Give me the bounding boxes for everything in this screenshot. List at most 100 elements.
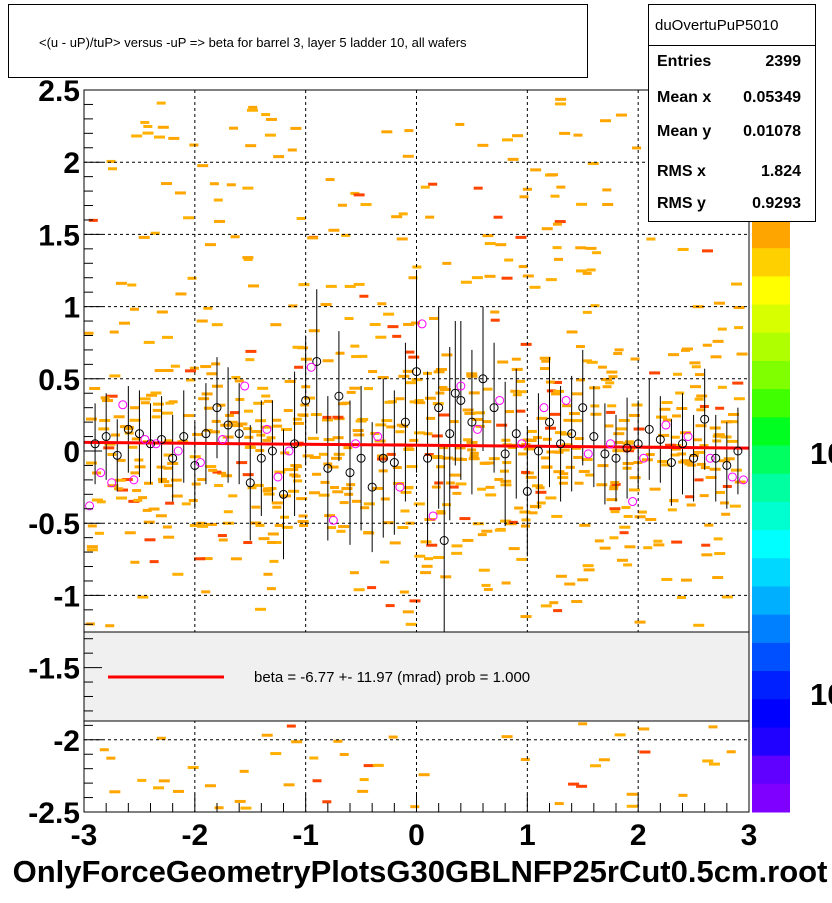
histogram-cell [307, 236, 319, 240]
profile-point-black [234, 429, 244, 439]
histogram-cell [514, 506, 524, 510]
histogram-cell [309, 756, 319, 760]
histogram-cell [501, 581, 511, 585]
palette-cell [752, 220, 790, 249]
histogram-cell [436, 465, 446, 469]
histogram-cell [114, 478, 126, 482]
histogram-cell [156, 465, 166, 469]
histogram-cell [554, 257, 564, 261]
profile-point-black [578, 403, 588, 413]
histogram-cell [490, 310, 500, 314]
histogram-cell [478, 568, 490, 572]
histogram-cell [165, 401, 175, 405]
histogram-cell [350, 344, 360, 348]
histogram-cell [129, 406, 139, 410]
histogram-cell [564, 582, 576, 586]
profile-point-black [356, 453, 366, 463]
histogram-cell [546, 389, 556, 393]
histogram-cell [274, 470, 286, 474]
histogram-cell [598, 758, 610, 762]
histogram-cell [143, 125, 153, 129]
histogram-cell [247, 486, 257, 490]
histogram-cell [438, 413, 450, 417]
histogram-cell [574, 481, 584, 485]
profile-point-black [500, 449, 510, 459]
histogram-cell [161, 182, 173, 186]
histogram-cell [712, 576, 724, 580]
histogram-cell [596, 483, 608, 487]
palette-cell [752, 389, 790, 418]
histogram-cell [414, 554, 426, 558]
histogram-cell [736, 352, 748, 356]
histogram-cell [260, 425, 272, 429]
histogram-cell [371, 486, 383, 490]
histogram-cell [696, 462, 706, 466]
histogram-cell [551, 392, 561, 396]
histogram-cell [398, 374, 410, 378]
histogram-cell [109, 374, 121, 378]
stat-key: RMS y [657, 195, 706, 212]
histogram-cell [618, 418, 630, 422]
histogram-cell [404, 486, 414, 490]
histogram-cell [500, 483, 512, 487]
histogram-cell [451, 551, 463, 555]
histogram-cell [605, 381, 615, 385]
histogram-cell [575, 345, 585, 349]
histogram-cell [671, 447, 681, 451]
histogram-cell [341, 401, 351, 405]
histogram-cell [541, 465, 553, 469]
histogram-cell [481, 583, 491, 587]
palette-cell [752, 473, 790, 503]
histogram-cell [339, 501, 349, 505]
histogram-cell [124, 426, 134, 430]
histogram-cell [302, 454, 314, 458]
histogram-cell [571, 419, 583, 423]
profile-point-black [179, 432, 189, 442]
profile-point-black [511, 429, 521, 439]
histogram-cell [395, 430, 405, 434]
profile-point-magenta [428, 511, 438, 521]
histogram-cell [493, 215, 503, 219]
histogram-cell [364, 387, 374, 391]
histogram-cell [389, 541, 401, 545]
histogram-cell [628, 488, 640, 492]
histogram-cell [705, 475, 717, 479]
histogram-cell [154, 369, 164, 373]
histogram-cell [670, 435, 680, 439]
histogram-cell [573, 133, 583, 137]
histogram-cell [269, 559, 279, 563]
histogram-cell [545, 380, 555, 384]
histogram-cell [309, 491, 321, 495]
histogram-cell [191, 482, 201, 486]
profile-point-black [290, 439, 300, 449]
histogram-cell [614, 348, 624, 352]
histogram-cell [515, 235, 527, 239]
histogram-cell [613, 432, 625, 436]
histogram-cell [98, 427, 110, 431]
histogram-cell [576, 784, 588, 788]
histogram-cell [291, 740, 303, 744]
histogram-cell [113, 415, 125, 419]
y-tick-label: -1 [53, 580, 80, 613]
histogram-cell [497, 360, 509, 364]
profile-point-black [700, 414, 710, 424]
histogram-cell [501, 735, 513, 739]
histogram-cell [170, 364, 180, 368]
histogram-cell [387, 325, 399, 329]
histogram-cell [200, 365, 212, 369]
profile-point-black [450, 388, 460, 398]
histogram-cell [352, 429, 364, 433]
footer-filename: OnlyForceGeometryPlotsG30GBLNFP25rCut0.5… [12, 854, 828, 889]
histogram-cell [255, 523, 265, 527]
histogram-cell [667, 508, 677, 512]
histogram-cell [525, 438, 537, 442]
histogram-cell [198, 397, 210, 401]
histogram-cell [383, 312, 395, 316]
histogram-cell [163, 453, 173, 457]
profile-point-black [633, 439, 643, 449]
histogram-cell [532, 436, 542, 440]
histogram-cell [107, 484, 119, 488]
histogram-cell [246, 108, 258, 112]
histogram-cell [468, 457, 480, 461]
